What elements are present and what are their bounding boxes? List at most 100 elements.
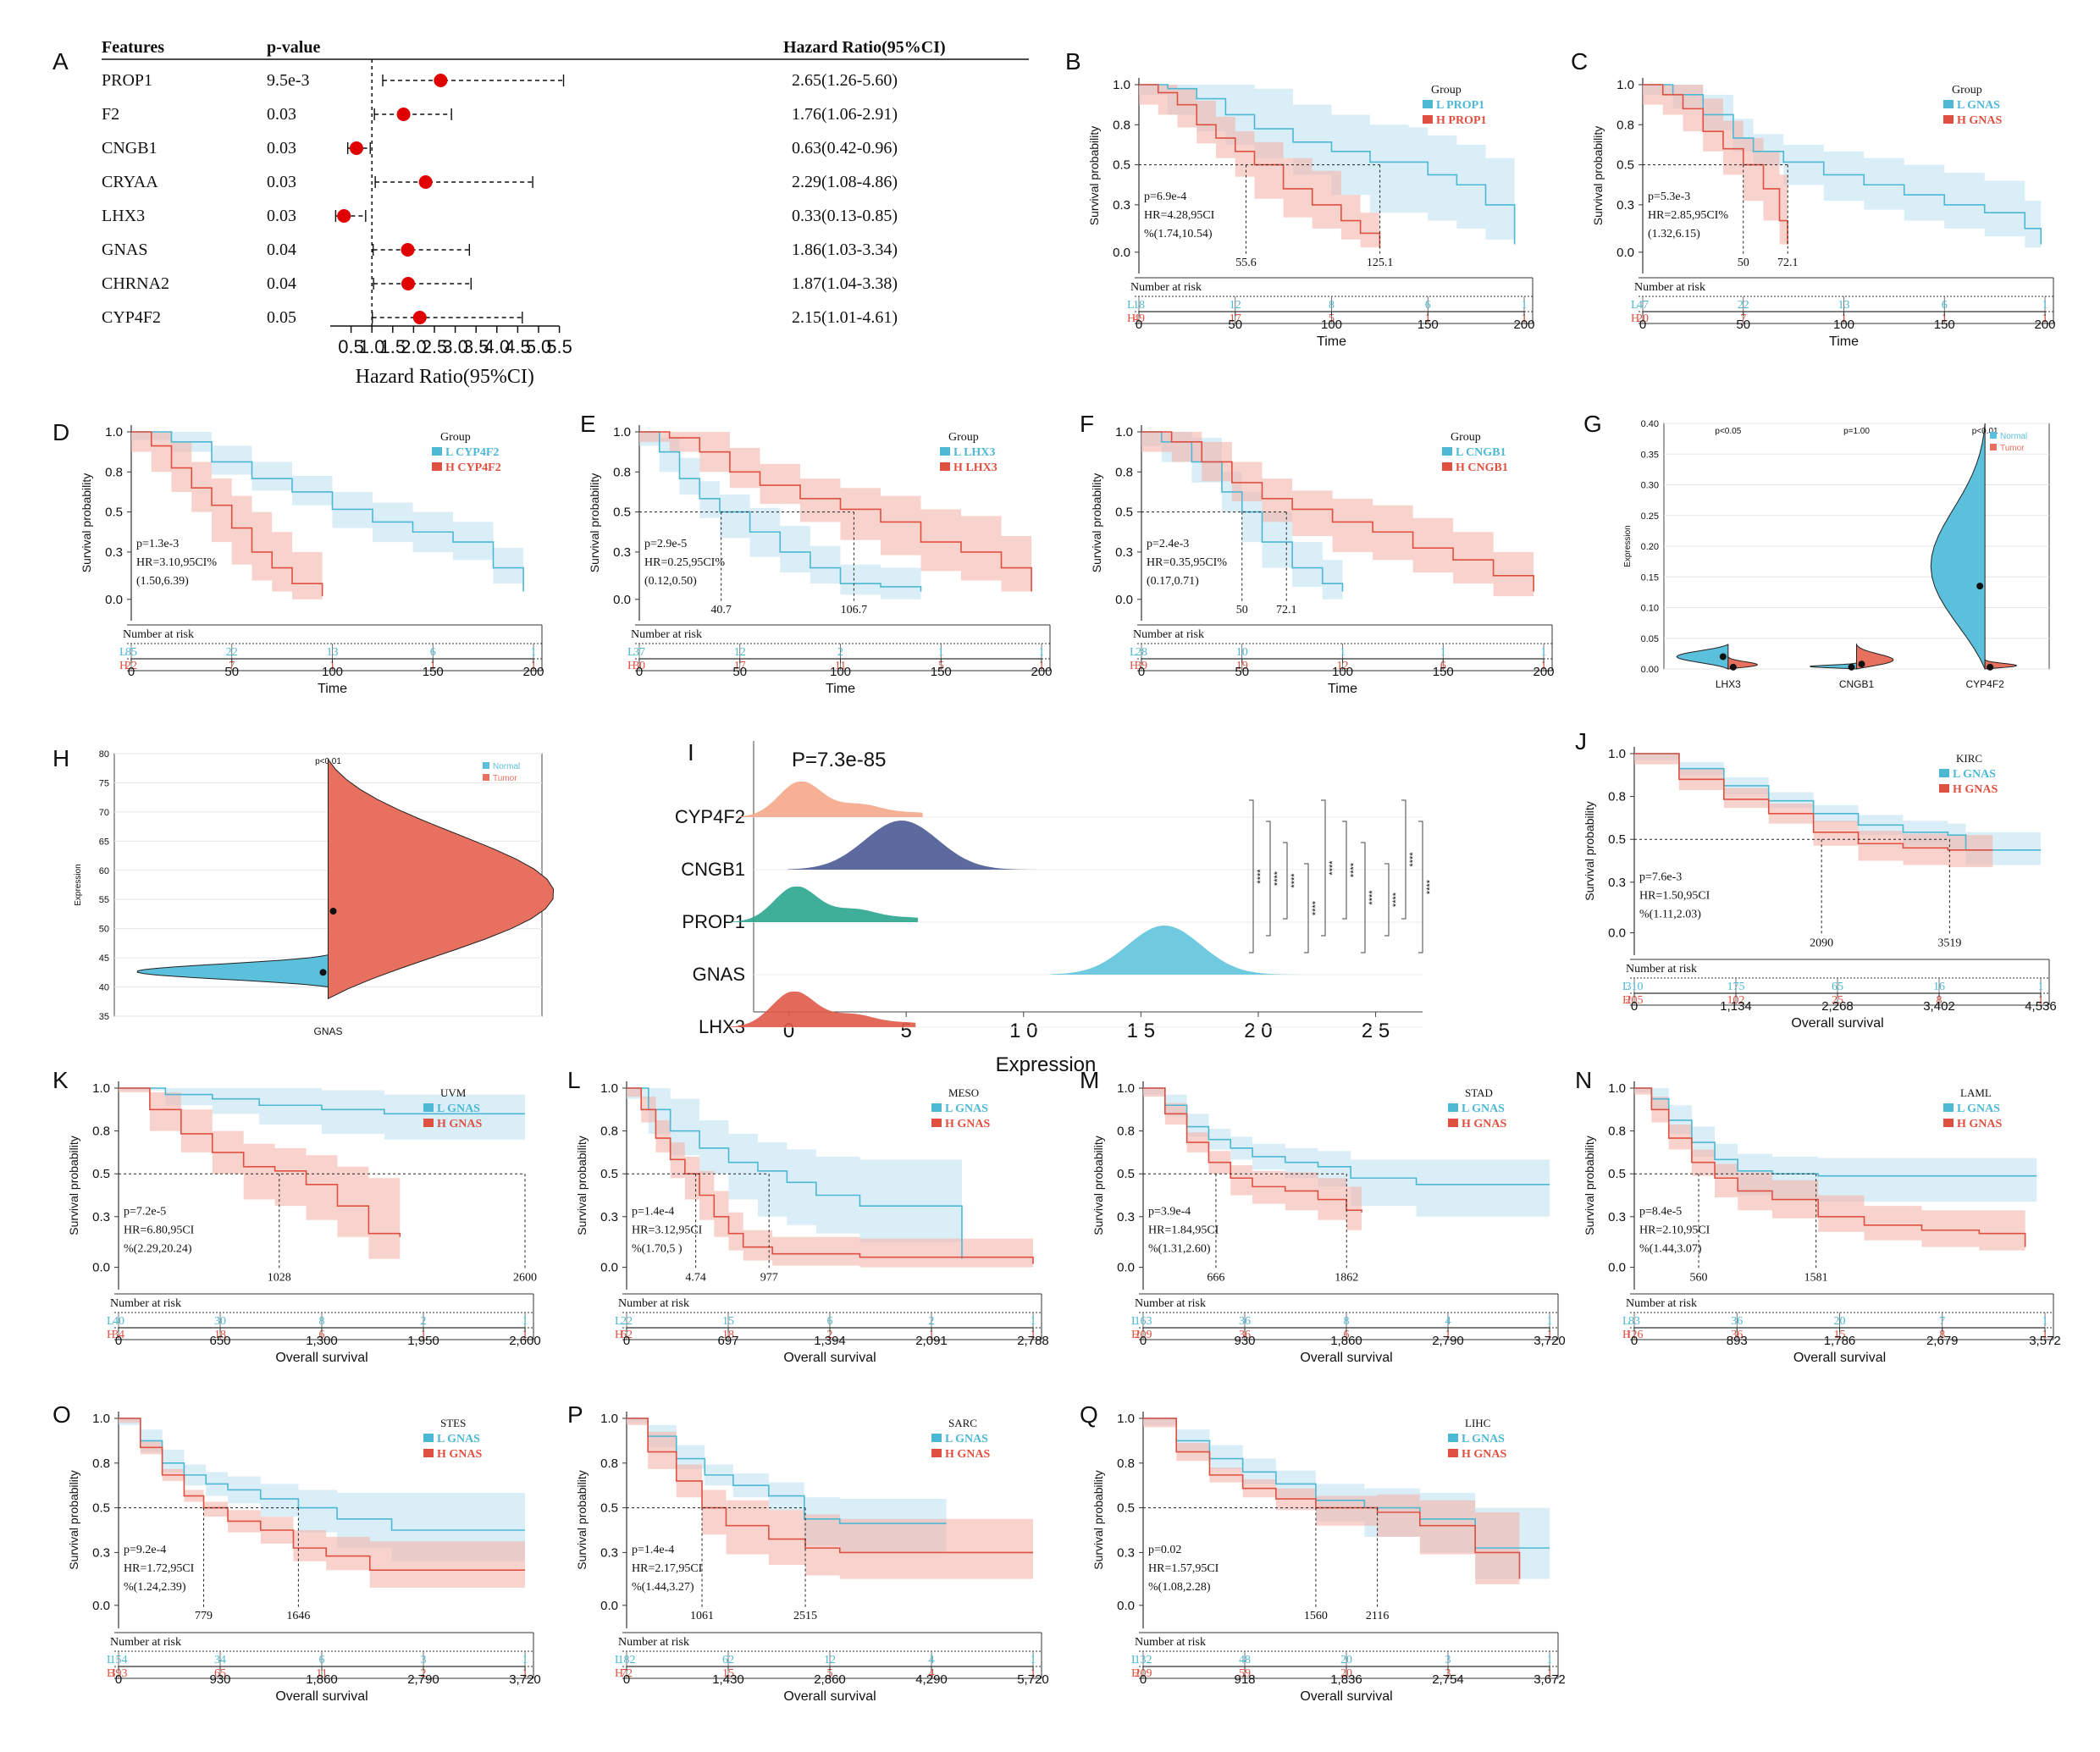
stat-text: HR=2.85,95CI%: [1648, 209, 1728, 222]
stat-text: (0.17,0.71): [1147, 575, 1199, 588]
panel-letter-d: D: [52, 419, 69, 445]
median-label: 40.7: [710, 604, 732, 616]
y-tick-label: 0.0: [1608, 1261, 1626, 1275]
risk-count-high: 1: [1547, 1329, 1553, 1341]
x-tick-label: 2,600: [509, 1334, 541, 1348]
x-tick-label: 5,720: [1017, 1672, 1049, 1687]
category-label: LHX3: [1716, 678, 1741, 690]
x-tick-label: 3.0: [442, 336, 468, 357]
x-axis-label: Overall survival: [275, 1689, 368, 1704]
x-tick-label: 1,950: [407, 1334, 439, 1348]
risk-count-low: 1: [1547, 1654, 1553, 1666]
column-header-features: Features: [102, 38, 164, 57]
y-tick-label: 0.8: [1113, 118, 1130, 132]
y-tick-label: 0.3: [1117, 1545, 1135, 1560]
stat-text: HR=0.35,95CI%: [1147, 556, 1227, 569]
y-tick-label: 0.8: [600, 1456, 618, 1471]
risk-count-low: 36: [1239, 1315, 1251, 1328]
legend-swatch: [1990, 432, 1997, 439]
panel-letter-g: G: [1583, 411, 1602, 437]
legend-swatch: [483, 762, 489, 769]
risk-row-label-l: L: [107, 1654, 114, 1666]
y-tick-label: 0.20: [1641, 542, 1659, 552]
ci-band-high-group: [1141, 432, 1534, 600]
ci-band-high-group: [1143, 1418, 1520, 1606]
risk-count-high: 1: [929, 1329, 935, 1341]
column-header-hr: Hazard Ratio(95%CI): [783, 38, 946, 57]
pvalue-label: 0.05: [267, 308, 296, 327]
legend-label: H GNAS: [1953, 783, 1998, 796]
risk-count-high: 6: [1440, 660, 1446, 672]
risk-row-label-h: H: [1127, 312, 1136, 325]
panel-letter-e: E: [580, 411, 596, 437]
x-tick-label: 1.5: [380, 336, 406, 357]
risk-count-high: 18: [214, 1329, 226, 1341]
x-tick-label: 2.5: [422, 336, 448, 357]
km-plot-e: 1.0 0.8 0.5 0.3 0.0 Survival probability 40.7 1…: [588, 425, 1053, 696]
risk-count-low: 28: [1136, 646, 1147, 659]
x-tick-label: 3,572: [2029, 1334, 2061, 1348]
x-axis-label: Overall survival: [275, 1351, 368, 1365]
x-tick-label: 50: [1235, 665, 1249, 679]
y-tick-label: 0.8: [1616, 118, 1634, 132]
x-tick-label: 0: [1631, 999, 1638, 1014]
legend-title: Group: [948, 431, 979, 444]
panel-letter-n: N: [1575, 1067, 1592, 1093]
stat-text: p=2.9e-5: [644, 538, 687, 550]
risk-count-high: 59: [1239, 1667, 1251, 1680]
risk-count-high: 11: [316, 1667, 327, 1680]
km-plot-j: 1.0 0.8 0.5 0.3 0.0 Survival probability 2090 3…: [1583, 747, 2057, 1031]
risk-count-high: 205: [1626, 994, 1644, 1007]
survival-curve-low-group: [1634, 753, 2041, 851]
hr-text: 1.87(1.04-3.38): [792, 274, 898, 293]
significance-stars: ****: [1273, 870, 1283, 886]
violin-normal: [136, 954, 329, 988]
legend-label: L GNAS: [1462, 1103, 1505, 1115]
x-tick-label: 2,679: [1926, 1334, 1959, 1348]
x-tick-label: 100: [322, 665, 343, 679]
y-tick-label: 0.8: [1117, 1125, 1135, 1139]
x-tick-label: 0: [1631, 1334, 1638, 1348]
y-tick-label: 0.8: [105, 465, 123, 479]
x-tick-label: 3,720: [1534, 1334, 1566, 1348]
risk-row-label-l: L: [1131, 1315, 1139, 1328]
survival-curve-high-group: [1143, 1418, 1521, 1579]
feature-label: CYP4F2: [102, 308, 161, 327]
significance-bracket: [1283, 842, 1288, 920]
legend-title: MESO: [948, 1086, 979, 1099]
x-tick-label: 1,430: [712, 1672, 744, 1687]
y-tick-label: 40: [99, 983, 109, 993]
km-plot-c: 1.0 0.8 0.5 0.3 0.0 Survival probability 50 72.…: [1591, 78, 2056, 349]
risk-count-low: 12: [734, 646, 746, 659]
x-tick-label: 150: [1433, 665, 1454, 679]
risk-count-low: 175: [1727, 981, 1745, 993]
risk-count-low: 1: [2042, 1315, 2048, 1328]
risk-count-high: 20: [1637, 312, 1649, 325]
y-tick-label: 0.05: [1641, 634, 1659, 644]
legend-swatch: [423, 1434, 434, 1442]
risk-table-title: Number at risk: [1634, 281, 1705, 294]
significance-stars: ****: [1349, 862, 1359, 877]
stat-text: HR=6.80,95CI: [124, 1224, 195, 1237]
legend-label: L GNAS: [1957, 1103, 2000, 1115]
stat-text: HR=1.84,95CI: [1148, 1224, 1219, 1237]
hr-text: 2.29(1.08-4.86): [792, 173, 898, 191]
risk-row-label-l: L: [119, 646, 127, 659]
median-label: 2600: [513, 1272, 537, 1285]
legend-label: H GNAS: [1957, 114, 2003, 127]
y-tick-label: 80: [99, 749, 109, 760]
stat-text: %(1.24,2.39): [124, 1581, 186, 1594]
mean-point-normal: [1848, 663, 1855, 671]
x-tick-label: 4,290: [915, 1672, 948, 1687]
risk-count-low: 13: [327, 646, 339, 659]
risk-count-low: 1: [2042, 299, 2048, 312]
x-tick-label: 200: [1031, 665, 1052, 679]
category-label: CYP4F2: [675, 806, 745, 827]
pvalue-label: 0.03: [267, 139, 296, 158]
pvalue-label: 0.03: [267, 207, 296, 225]
risk-count-low: 1: [1031, 1315, 1036, 1328]
significance-bracket: [1342, 821, 1347, 920]
risk-row-label-l: L: [615, 1654, 622, 1666]
median-label: 125.1: [1367, 257, 1394, 269]
